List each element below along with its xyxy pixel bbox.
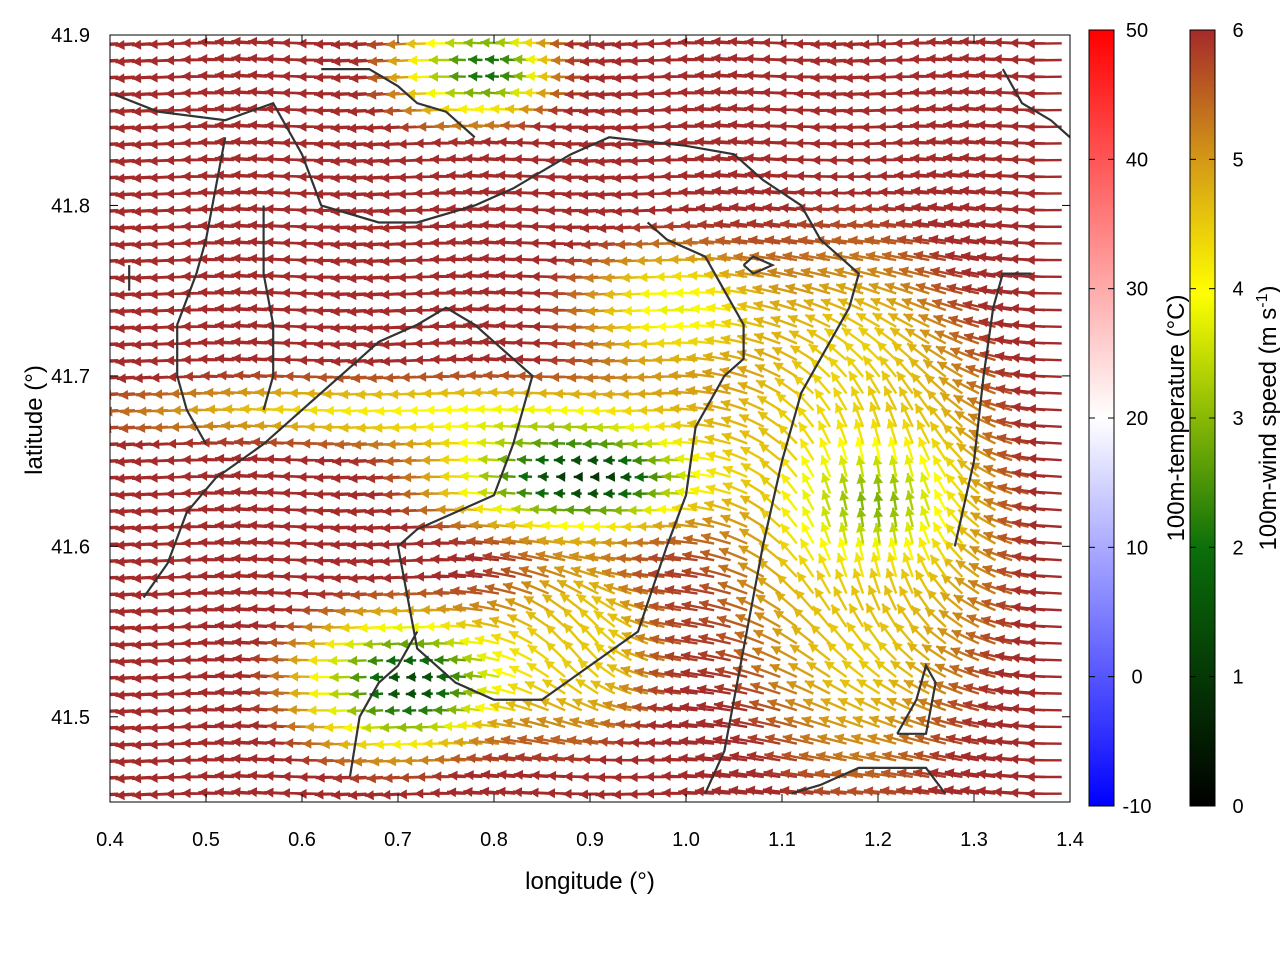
wind-vector-head	[82, 306, 91, 316]
wind-vector-head	[99, 207, 108, 217]
wind-vector-head	[99, 107, 108, 117]
wind-vector-head	[82, 73, 91, 83]
wind-vector-head	[99, 657, 108, 667]
wind-vector-head	[99, 223, 108, 233]
wind-vector-head	[99, 623, 108, 633]
wind-vector-head	[99, 340, 108, 350]
wind-vector-head	[82, 656, 91, 666]
wind-vector-head	[99, 123, 108, 133]
wind-vector-head	[82, 173, 91, 183]
wind-vector-head	[99, 90, 108, 100]
wind-vector-head	[99, 473, 108, 483]
wind-vector-head	[99, 740, 108, 750]
wind-vector-head	[99, 690, 108, 700]
wind-vector-head	[82, 240, 91, 250]
wind-vector-head	[82, 773, 91, 783]
wind-vector-head	[85, 423, 94, 433]
wind-vector-head	[82, 573, 91, 583]
wind-vector-head	[99, 640, 108, 650]
wind-vector-head	[82, 673, 91, 683]
wind-vector-head	[99, 140, 108, 150]
wind-vector-head	[82, 473, 91, 483]
wind-vector-head	[99, 573, 108, 583]
wind-vector-head	[99, 523, 108, 533]
wind-vector-head	[85, 390, 94, 400]
wind-vector-head	[100, 373, 109, 383]
wind-vector-head	[99, 674, 108, 684]
wind-vector-head	[99, 774, 108, 784]
wind-vector-head	[99, 173, 108, 183]
wind-vector-head	[82, 290, 91, 300]
wind-vector-head	[99, 507, 108, 517]
wind-vector-head	[82, 140, 91, 150]
wind-vector-head	[82, 640, 91, 650]
wind-vector-head	[99, 607, 108, 617]
wind-vector-head	[82, 740, 91, 750]
wind-vector-head	[99, 290, 108, 300]
wind-vector-head	[99, 157, 108, 167]
wind-vector-head	[99, 707, 108, 717]
wind-vector-head	[82, 456, 91, 466]
wind-vector-head	[82, 356, 91, 366]
wind-vector-head	[82, 90, 91, 100]
wind-vector-head	[99, 490, 108, 500]
wind-vector-head	[99, 240, 108, 250]
wind-vector-head	[103, 406, 112, 416]
wind-vector-head	[99, 790, 108, 800]
wind-vector-head	[99, 540, 108, 550]
wind-vector-head	[82, 106, 91, 116]
wind-vector-head	[82, 490, 91, 500]
wind-vector-head	[99, 257, 108, 267]
wind-vector-head	[99, 590, 108, 600]
wind-vector-head	[82, 223, 91, 233]
wind-vector-head	[99, 357, 108, 367]
wind-vector-head	[99, 73, 108, 83]
wind-vector-head	[99, 307, 108, 317]
wind-vector-head	[86, 406, 95, 416]
wind-vector-head	[82, 590, 91, 600]
wind-vector-head	[99, 557, 108, 567]
wind-vector-head	[82, 156, 91, 166]
wind-vector-head	[99, 273, 108, 283]
wind-vector-head	[82, 506, 91, 516]
wind-vector-head	[82, 757, 91, 767]
wind-vector-head	[82, 273, 91, 283]
wind-vector-head	[82, 340, 91, 350]
wind-vector-head	[82, 323, 91, 333]
wind-vector-head	[83, 440, 92, 450]
wind-vector-head	[99, 190, 108, 200]
wind-vector-head	[82, 623, 91, 633]
wind-vector-head	[82, 123, 91, 133]
wind-vector-head	[99, 757, 108, 767]
wind-vector-head	[82, 790, 91, 800]
wind-vector-head	[82, 690, 91, 700]
wind-vector-head	[99, 724, 108, 734]
wind-vector-head	[100, 440, 109, 450]
wind-vector-head	[99, 323, 108, 333]
wind-vector-head	[82, 256, 91, 266]
wind-vector-head	[82, 523, 91, 533]
wind-vector-head	[99, 457, 108, 467]
wind-vector-head	[82, 606, 91, 616]
